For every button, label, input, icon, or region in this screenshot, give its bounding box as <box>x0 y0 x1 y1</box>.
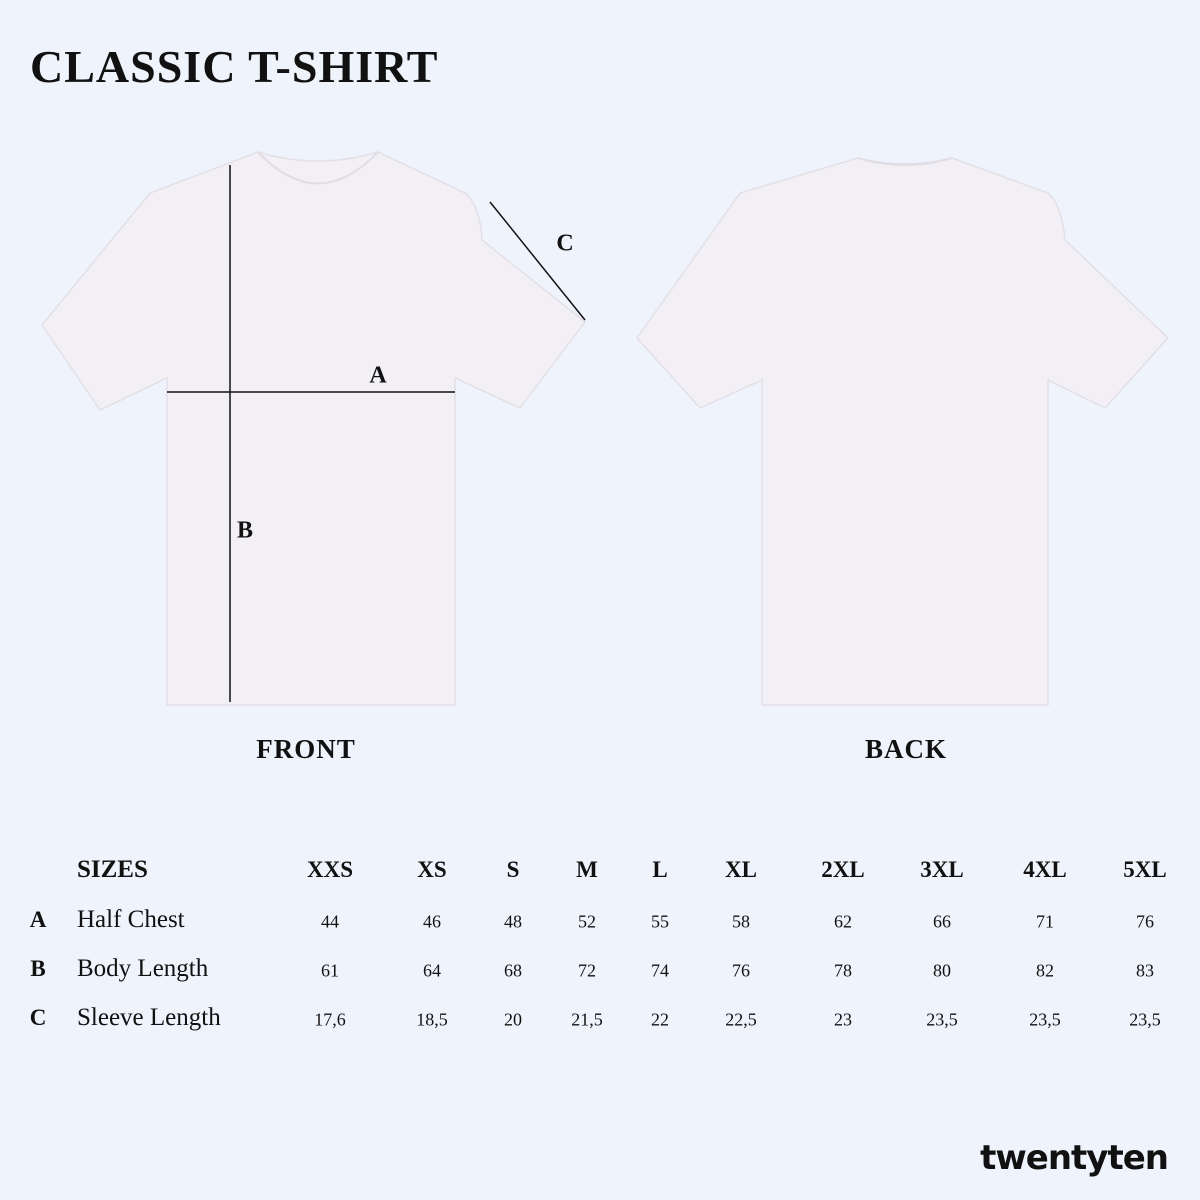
table-cell: 76 <box>732 960 750 981</box>
row-label: Sleeve Length <box>77 1004 221 1031</box>
table-cell: 80 <box>933 960 951 981</box>
table-cell: 64 <box>423 960 441 981</box>
measure-line-c <box>489 201 586 321</box>
row-letter: C <box>29 1005 47 1030</box>
table-cell: 18,5 <box>416 1009 448 1030</box>
back-label: BACK <box>864 734 948 764</box>
table-cell: 20 <box>504 1009 522 1030</box>
table-cell: 61 <box>321 960 339 981</box>
table-cell: 44 <box>321 911 339 932</box>
size-header-cell: L <box>652 857 668 882</box>
size-header-cell: 2XL <box>821 857 865 882</box>
size-header-cell: 3XL <box>920 857 964 882</box>
size-header-cell: S <box>506 857 520 882</box>
table-cell: 21,5 <box>571 1009 603 1030</box>
table-cell: 52 <box>578 911 596 932</box>
size-header-cell: 4XL <box>1023 857 1067 882</box>
table-cell: 22 <box>651 1009 669 1030</box>
table-cell: 78 <box>834 960 852 981</box>
row-label: Half Chest <box>77 906 185 933</box>
table-cell: 71 <box>1036 911 1054 932</box>
table-cell: 23,5 <box>926 1009 958 1030</box>
table-cell: 58 <box>732 911 750 932</box>
table-cell: 22,5 <box>725 1009 757 1030</box>
measure-label-c: C <box>556 230 574 257</box>
size-header-cell: XL <box>725 857 757 882</box>
table-cell: 48 <box>504 911 522 932</box>
sizes-header: SIZES <box>77 856 148 883</box>
table-cell: 23,5 <box>1029 1009 1061 1030</box>
table-cell: 23,5 <box>1129 1009 1161 1030</box>
table-cell: 76 <box>1136 911 1154 932</box>
row-letter: A <box>29 907 47 932</box>
size-header-cell: 5XL <box>1123 857 1167 882</box>
measure-label-a: A <box>369 362 387 389</box>
table-cell: 46 <box>423 911 441 932</box>
front-label: FRONT <box>256 734 356 764</box>
row-letter: B <box>30 956 46 981</box>
size-header-cell: XXS <box>306 857 354 882</box>
table-cell: 62 <box>834 911 852 932</box>
front-shirt <box>41 151 587 706</box>
table-cell: 66 <box>933 911 951 932</box>
row-label: Body Length <box>77 955 209 982</box>
table-cell: 72 <box>578 960 596 981</box>
table-cell: 68 <box>504 960 522 981</box>
size-header-cell: XS <box>417 857 447 882</box>
table-cell: 83 <box>1136 960 1154 981</box>
measure-label-b: B <box>236 517 254 544</box>
page-title: CLASSIC T-SHIRT <box>30 41 439 92</box>
size-header-cell: M <box>576 857 598 882</box>
shirt-illustrations <box>41 151 1170 706</box>
brand-logo: twentyten <box>980 1138 1169 1178</box>
table-cell: 23 <box>834 1009 852 1030</box>
table-cell: 82 <box>1036 960 1054 981</box>
table-cell: 74 <box>651 960 669 981</box>
table-cell: 17,6 <box>314 1009 346 1030</box>
back-shirt <box>636 157 1170 706</box>
table-cell: 55 <box>651 911 669 932</box>
